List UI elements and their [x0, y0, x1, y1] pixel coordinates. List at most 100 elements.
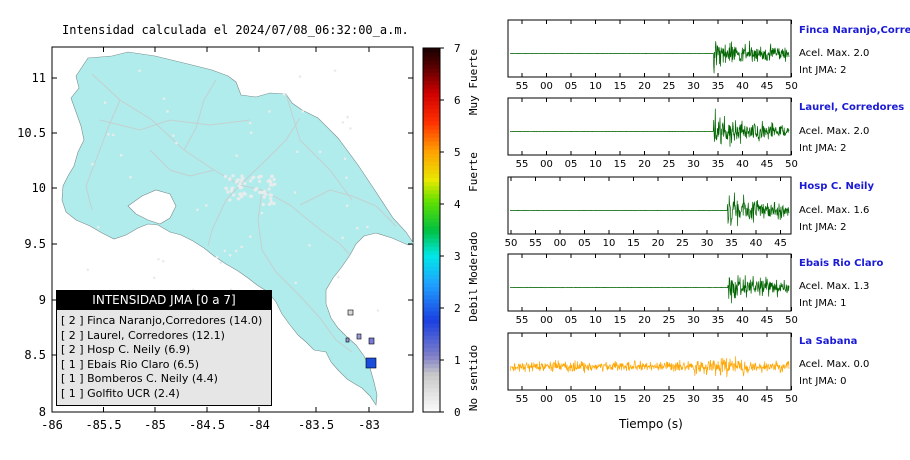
costa-rica-landmass: [61, 51, 415, 406]
map-title: Intensidad calculada el 2024/07/08_06:32…: [62, 23, 409, 37]
station-jma: Int JMA: 2: [799, 65, 847, 76]
colorbar-segment: [423, 359, 440, 365]
population-dot: [239, 185, 244, 190]
waveform-tick-label: 20: [638, 159, 651, 170]
station-name: Hosp C. Neily: [799, 181, 874, 192]
population-dot: [343, 157, 347, 160]
colorbar-segment: [423, 339, 440, 344]
waveform-tick-label: 35: [725, 238, 738, 249]
waveform-tick-label: 45: [761, 315, 774, 326]
population-dot: [269, 200, 273, 204]
population-dot: [345, 204, 349, 208]
station-max-acc: Acel. Max. 1.3: [799, 281, 870, 292]
colorbar-segment: [423, 108, 440, 114]
population-dot: [272, 201, 276, 206]
map-y-tick-label: 9: [39, 293, 46, 307]
waveform-tick-label: 25: [663, 315, 676, 326]
waveform-tick-label: 05: [578, 238, 591, 249]
colorbar-segment: [423, 327, 440, 332]
population-dot: [228, 198, 232, 202]
map-x-tick-label: -84.5: [189, 418, 225, 432]
population-dot: [234, 249, 238, 253]
waveform-tick-label: 10: [589, 159, 602, 170]
colorbar-frame: [422, 47, 441, 413]
colorbar-segment: [423, 270, 440, 276]
map-x-tick-label: -85.5: [85, 418, 121, 432]
waveform-tick-label: 45: [774, 238, 787, 249]
waveform-tick-label: 00: [540, 315, 553, 326]
waveform-tick-label: 35: [712, 315, 725, 326]
population-dots: [86, 69, 380, 324]
waveform-tick-label: 35: [712, 159, 725, 170]
population-dot: [161, 259, 165, 263]
waveform-tick-label: 00: [554, 238, 567, 249]
population-dot: [248, 121, 252, 125]
colorbar-segment: [423, 294, 440, 300]
colorbar-segment: [423, 379, 440, 385]
waveform-tick-label: 15: [614, 315, 627, 326]
waveform-frame: [507, 253, 792, 312]
waveform-frame: [507, 97, 792, 156]
colorbar-segment: [423, 323, 440, 328]
station-name: Finca Naranjo,Corredor: [799, 25, 910, 36]
waveform-panel: 55 00 05 10 15 20 25 30 35 40 45 50: [507, 97, 798, 170]
colorbar-tick-label: 5: [454, 146, 461, 159]
station-max-acc: Acel. Max. 0.0: [799, 359, 870, 370]
population-dot: [258, 174, 262, 179]
map-y-tick-label: 10.5: [17, 126, 46, 140]
legend-item: [ 2 ] Finca Naranjo,Corredores (14.0): [61, 314, 263, 327]
waveform-trace: [510, 192, 790, 227]
colorbar-segment: [423, 60, 440, 65]
population-dot: [333, 69, 337, 72]
population-dot: [238, 192, 242, 196]
colorbar-segment: [423, 173, 440, 179]
colorbar-segment: [423, 310, 440, 316]
population-dot: [270, 183, 274, 187]
colorbar-segment: [423, 153, 440, 158]
colorbar-tick-label: 4: [454, 198, 461, 211]
colorbar-category-label: Fuerte: [467, 152, 480, 192]
waveform-tick-label: 45: [761, 81, 774, 92]
waveform-panel: 55 00 05 10 15 20 25 30 35 40 45 50: [507, 19, 798, 92]
map-x-tick-label: -84: [248, 418, 270, 432]
waveform-tick-label: 40: [736, 315, 749, 326]
colorbar-segment: [423, 331, 440, 336]
population-dot: [341, 236, 344, 240]
population-dot: [129, 175, 132, 179]
colorbar-category-label: Muy Fuerte: [467, 49, 480, 115]
gulf-of-nicoya: [127, 189, 177, 225]
colorbar-tick-label: 3: [454, 250, 461, 263]
colorbar-segment: [423, 395, 440, 401]
waveform-tick-label: 45: [761, 394, 774, 405]
colorbar-category-label: Debil: [467, 288, 480, 321]
colorbar-segment: [423, 250, 440, 255]
colorbar-segment: [423, 149, 440, 154]
colorbar-segment: [423, 64, 440, 69]
population-dot: [215, 255, 219, 259]
population-dot: [157, 257, 160, 261]
colorbar-segment: [423, 124, 440, 130]
population-dot: [268, 110, 271, 113]
waveform-tick-label: 20: [638, 315, 651, 326]
population-dot: [111, 133, 115, 137]
legend-item: [ 1 ] Ebais Rio Claro (6.5): [61, 357, 200, 371]
waveform-trace: [509, 40, 790, 74]
waveform-trace: [510, 108, 790, 147]
map-x-tick-label: -86: [41, 418, 63, 432]
colorbar-segment: [423, 234, 440, 239]
population-dot: [234, 180, 239, 184]
colorbar-segment: [423, 343, 440, 348]
waveform-tick-label: 55: [529, 238, 542, 249]
population-dot: [226, 190, 230, 194]
waveform-tick-label: 35: [712, 394, 725, 405]
colorbar-segment: [423, 136, 440, 142]
station-max-acc: Acel. Max. 2.0: [799, 48, 870, 59]
colorbar-segment: [423, 48, 440, 53]
population-dot: [267, 179, 271, 184]
colorbar-category-label: Moderado: [467, 232, 480, 285]
map-y-tick-label: 11: [32, 71, 46, 85]
colorbar-segment: [423, 367, 440, 373]
population-dot: [257, 179, 262, 183]
population-dot: [204, 204, 208, 207]
colorbar-segment: [423, 92, 440, 98]
